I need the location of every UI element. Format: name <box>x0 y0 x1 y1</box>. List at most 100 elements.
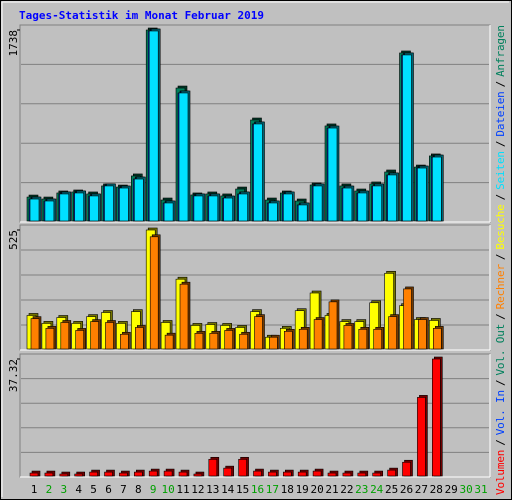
legend-separator: / <box>494 379 507 386</box>
bar <box>193 473 203 477</box>
x-tick-label: 27 <box>415 483 428 496</box>
bar <box>387 469 396 477</box>
bar <box>432 328 442 350</box>
bar <box>135 327 144 350</box>
y-tick-label: 37.32 <box>7 359 20 392</box>
bar <box>44 472 54 477</box>
x-tick-label: 24 <box>370 483 384 496</box>
y-tick-label: 525 <box>7 230 20 250</box>
bar <box>239 333 248 350</box>
chart-title: Tages-Statistik im Monat Februar 2019 <box>19 9 264 22</box>
bar <box>312 470 322 477</box>
bar <box>29 472 39 477</box>
x-tick-label: 30 <box>459 483 472 496</box>
x-tick-label: 6 <box>105 483 112 496</box>
bar <box>254 316 263 350</box>
bar <box>59 473 69 477</box>
x-tick-label: 3 <box>60 483 67 496</box>
bar <box>120 333 129 350</box>
bar <box>194 333 204 350</box>
bar <box>163 470 173 477</box>
bar <box>178 92 189 222</box>
legend-entry: Vol. Out <box>494 324 507 376</box>
bar <box>119 472 128 477</box>
bar <box>431 156 442 222</box>
bar <box>209 333 219 350</box>
bar <box>357 192 368 222</box>
bar <box>268 202 278 222</box>
bar <box>402 461 411 477</box>
bar <box>134 471 143 477</box>
bar <box>238 458 247 477</box>
legend-entry: Anfragen <box>494 25 507 77</box>
bar <box>89 195 99 222</box>
bar <box>134 178 144 222</box>
bar <box>357 472 367 477</box>
bar <box>388 316 397 350</box>
bar <box>297 471 307 477</box>
bar <box>417 397 426 477</box>
x-tick-label: 16 <box>251 483 264 496</box>
bar <box>148 470 158 477</box>
bar <box>282 471 292 477</box>
bar <box>74 473 83 477</box>
bar <box>223 467 232 477</box>
bar <box>208 195 219 222</box>
x-tick-label: 22 <box>340 483 353 496</box>
bar <box>253 470 262 477</box>
bar <box>149 236 159 350</box>
bar <box>238 193 248 222</box>
bar <box>193 195 204 222</box>
bar <box>60 322 70 350</box>
bar <box>75 330 84 350</box>
bar <box>403 288 412 350</box>
bar <box>178 471 188 477</box>
bar <box>30 318 40 350</box>
x-tick-label: 1 <box>31 483 38 496</box>
legend-entry: Vol. In <box>494 390 507 435</box>
bar <box>119 187 129 222</box>
x-tick-label: 18 <box>281 483 294 496</box>
x-tick-label: 17 <box>266 483 279 496</box>
bar <box>358 328 368 350</box>
bar <box>313 319 323 350</box>
x-tick-label: 14 <box>221 483 235 496</box>
bar <box>74 192 84 222</box>
legend-separator: / <box>494 140 507 147</box>
bar <box>282 193 293 222</box>
x-tick-label: 10 <box>161 483 174 496</box>
legend-entry: Besuche <box>494 204 507 249</box>
legend-separator: / <box>494 253 507 260</box>
bar <box>44 200 55 222</box>
bar <box>297 204 308 222</box>
bar <box>418 319 427 350</box>
x-tick-label: 13 <box>206 483 219 496</box>
bar <box>431 358 441 477</box>
x-tick-label: 20 <box>310 483 323 496</box>
legend-entry: Dateien <box>494 91 507 136</box>
bar <box>269 336 278 350</box>
x-tick-label: 19 <box>296 483 309 496</box>
bar <box>268 471 277 477</box>
bar <box>208 458 218 477</box>
bar <box>90 321 99 350</box>
x-tick-label: 8 <box>135 483 142 496</box>
panel <box>19 353 491 478</box>
bar <box>402 54 412 222</box>
legend-entry: Rechner <box>494 264 507 310</box>
x-tick-label: 29 <box>445 483 458 496</box>
bar <box>59 193 70 222</box>
bar <box>253 123 263 222</box>
x-tick-label: 9 <box>150 483 157 496</box>
bar <box>342 187 353 222</box>
x-tick-label: 2 <box>46 483 53 496</box>
bar <box>223 197 233 222</box>
bar <box>327 472 337 477</box>
legend-separator: / <box>494 313 507 320</box>
x-tick-label: 21 <box>325 483 338 496</box>
bar <box>312 185 323 222</box>
bar <box>283 331 293 350</box>
bar <box>164 334 174 350</box>
bar <box>163 202 174 222</box>
